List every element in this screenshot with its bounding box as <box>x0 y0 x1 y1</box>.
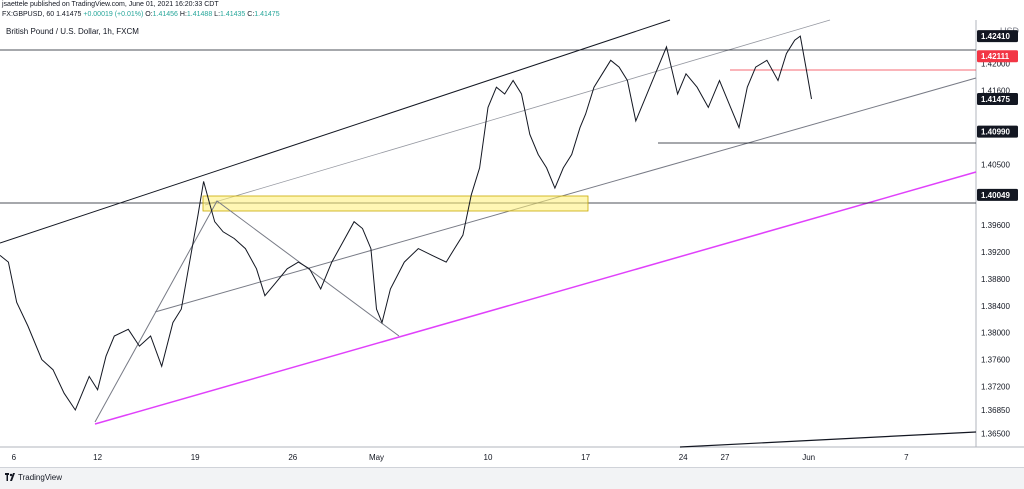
price-tag-box <box>977 93 1018 105</box>
price-tags: 1.42410 1.42111 1.41475 1.40990 1.40049 <box>977 30 1018 201</box>
close-value: 1.41475 <box>254 11 280 18</box>
high-value: 1.41488 <box>186 11 213 18</box>
price-tag-label: 1.41475 <box>981 95 1010 104</box>
tradingview-logo-icon <box>5 473 15 481</box>
time-tick-label: 12 <box>93 453 102 462</box>
time-tick-label: Jun <box>802 453 815 462</box>
price-tag-box <box>977 125 1018 138</box>
pattern-zigzag <box>94 200 400 423</box>
time-axis[interactable]: 6 12 19 26 May 10 17 24 27 Jun 7 <box>12 453 909 462</box>
pair-label: British Pound / U.S. Dollar, 1h, FXCM <box>6 27 139 36</box>
publisher-line: jsaettele published on TradingView.com, … <box>2 1 219 8</box>
price-tag-label: 1.40990 <box>981 128 1010 137</box>
price-tick-label: 1.42000 <box>981 60 1010 69</box>
price-axis[interactable]: 1.42000 1.41600 1.40500 1.39600 1.39200 1.388… <box>981 60 1010 439</box>
price-tick-label: 1.37200 <box>981 383 1010 392</box>
time-tick-label: 19 <box>191 453 200 462</box>
close-label: C: <box>247 11 255 18</box>
trendline-support <box>154 77 977 313</box>
price-tick-label: 1.40500 <box>981 161 1010 170</box>
channel-upper-line <box>0 19 671 244</box>
footer-bar: TradingView <box>0 467 1024 489</box>
price-tick-label: 1.38400 <box>981 302 1010 311</box>
time-tick-label: 24 <box>679 453 688 462</box>
price-tick-label: 1.38800 <box>981 275 1010 284</box>
price-tag-label: 1.40049 <box>981 191 1010 200</box>
high-label: H: <box>179 11 187 18</box>
time-tick-label: 10 <box>484 453 493 462</box>
price-tag-label: 1.42410 <box>981 32 1010 41</box>
last-price: 1.41475 <box>56 11 82 18</box>
time-tick-label: May <box>369 453 384 462</box>
price-tick-label: 1.36500 <box>981 430 1010 439</box>
open-value: 1.41456 <box>152 11 178 18</box>
time-tick-label: 6 <box>12 453 17 462</box>
low-value: 1.41435 <box>220 11 246 18</box>
price-tick-label: 1.39600 <box>981 221 1010 230</box>
lower-black-line <box>679 431 977 448</box>
symbol-line: FX:GBPUSD, 60 1.41475 +0.00019 (+0.01%) … <box>2 11 280 18</box>
brand-label: TradingView <box>18 473 63 482</box>
price-tick-label: 1.37600 <box>981 356 1010 365</box>
price-tag-box <box>977 30 1018 43</box>
low-label: L: <box>214 11 221 18</box>
time-tick-label: 27 <box>721 453 730 462</box>
symbol: FX:GBPUSD, 60 <box>2 11 55 18</box>
plot-area <box>0 20 976 447</box>
time-tick-label: 26 <box>288 453 297 462</box>
price-change: +0.00019 (+0.01%) <box>83 11 144 18</box>
price-tag-label: 1.42111 <box>981 52 1010 61</box>
open-label: O: <box>145 11 153 18</box>
price-tick-label: 1.38000 <box>981 329 1010 338</box>
price-tick-label: 1.36850 <box>981 406 1010 415</box>
price-series-line <box>0 35 812 412</box>
time-tick-label: 17 <box>581 453 590 462</box>
time-tick-label: 7 <box>904 453 909 462</box>
price-tick-label: 1.39200 <box>981 248 1010 257</box>
resistance-zone-box <box>202 195 589 212</box>
channel-median-thin-line <box>204 19 831 206</box>
price-tag-box <box>977 50 1018 63</box>
price-tick-label: 1.41600 <box>981 87 1010 96</box>
magenta-channel-line <box>94 171 977 425</box>
price-tag-box <box>977 188 1018 201</box>
